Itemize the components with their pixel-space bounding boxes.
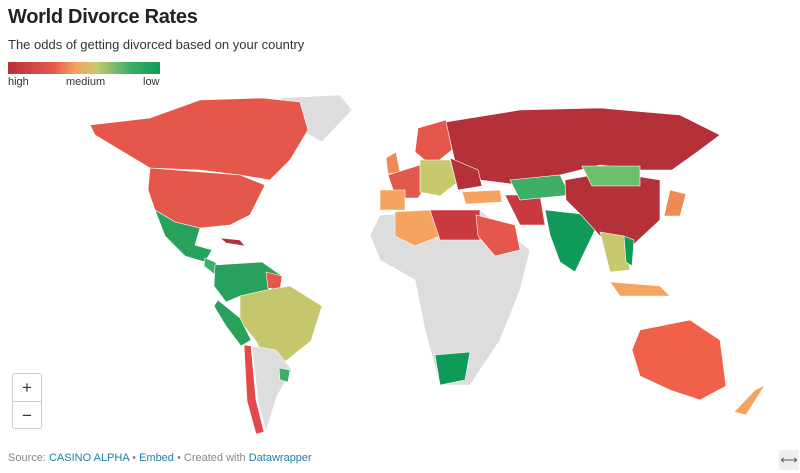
source-link[interactable]: CASINO ALPHA [48, 452, 130, 464]
spain[interactable] [379, 189, 406, 211]
zoom-in[interactable]: + [22, 378, 32, 397]
indonesia[interactable] [609, 281, 671, 297]
central-europe[interactable] [419, 159, 459, 197]
legend-label: low [143, 76, 160, 88]
uruguay[interactable] [278, 367, 291, 383]
footer: Source: CASINO ALPHA • Embed • Created w… [8, 452, 312, 464]
zoom-out[interactable]: − [13, 401, 41, 429]
scandinavia[interactable] [414, 119, 453, 167]
source-label: Source: [8, 452, 46, 464]
algeria[interactable] [394, 209, 441, 247]
created-with: Created with [183, 452, 246, 464]
japan[interactable] [663, 189, 687, 217]
argentina [251, 345, 293, 433]
australia[interactable] [631, 319, 727, 401]
united-states[interactable] [147, 167, 266, 229]
vietnam[interactable] [623, 235, 635, 267]
brazil[interactable] [239, 285, 323, 373]
world-map [89, 94, 766, 435]
turkey[interactable] [461, 189, 503, 205]
south-africa[interactable] [434, 351, 471, 386]
new-zealand[interactable] [733, 384, 766, 416]
russia[interactable] [445, 107, 721, 186]
eastern-europe[interactable] [449, 157, 483, 191]
mongolia[interactable] [581, 165, 641, 187]
cuba[interactable] [219, 237, 246, 247]
fullscreen-button[interactable]: ⟷ [779, 450, 799, 470]
chile[interactable] [243, 344, 265, 435]
zoom-controls: + − [12, 373, 42, 429]
tool-link[interactable]: Datawrapper [248, 452, 312, 464]
canada[interactable] [89, 97, 309, 181]
southeast-asia[interactable] [599, 231, 631, 273]
separator: • [176, 452, 181, 464]
saudi-arabia[interactable] [475, 214, 521, 257]
subtitle: The odds of getting divorced based on yo… [8, 37, 305, 52]
mexico[interactable] [154, 209, 213, 263]
legend-gradient [8, 62, 160, 74]
legend-label: high [8, 76, 29, 88]
libya-egypt[interactable] [429, 209, 481, 241]
countries [89, 94, 766, 435]
title: World Divorce Rates [8, 6, 198, 28]
peru[interactable] [213, 299, 252, 347]
uk-ireland[interactable] [385, 151, 401, 175]
embed-link[interactable]: Embed [139, 452, 174, 464]
separator: • [132, 452, 136, 464]
africa [369, 209, 531, 386]
legend-label: medium [66, 76, 106, 88]
